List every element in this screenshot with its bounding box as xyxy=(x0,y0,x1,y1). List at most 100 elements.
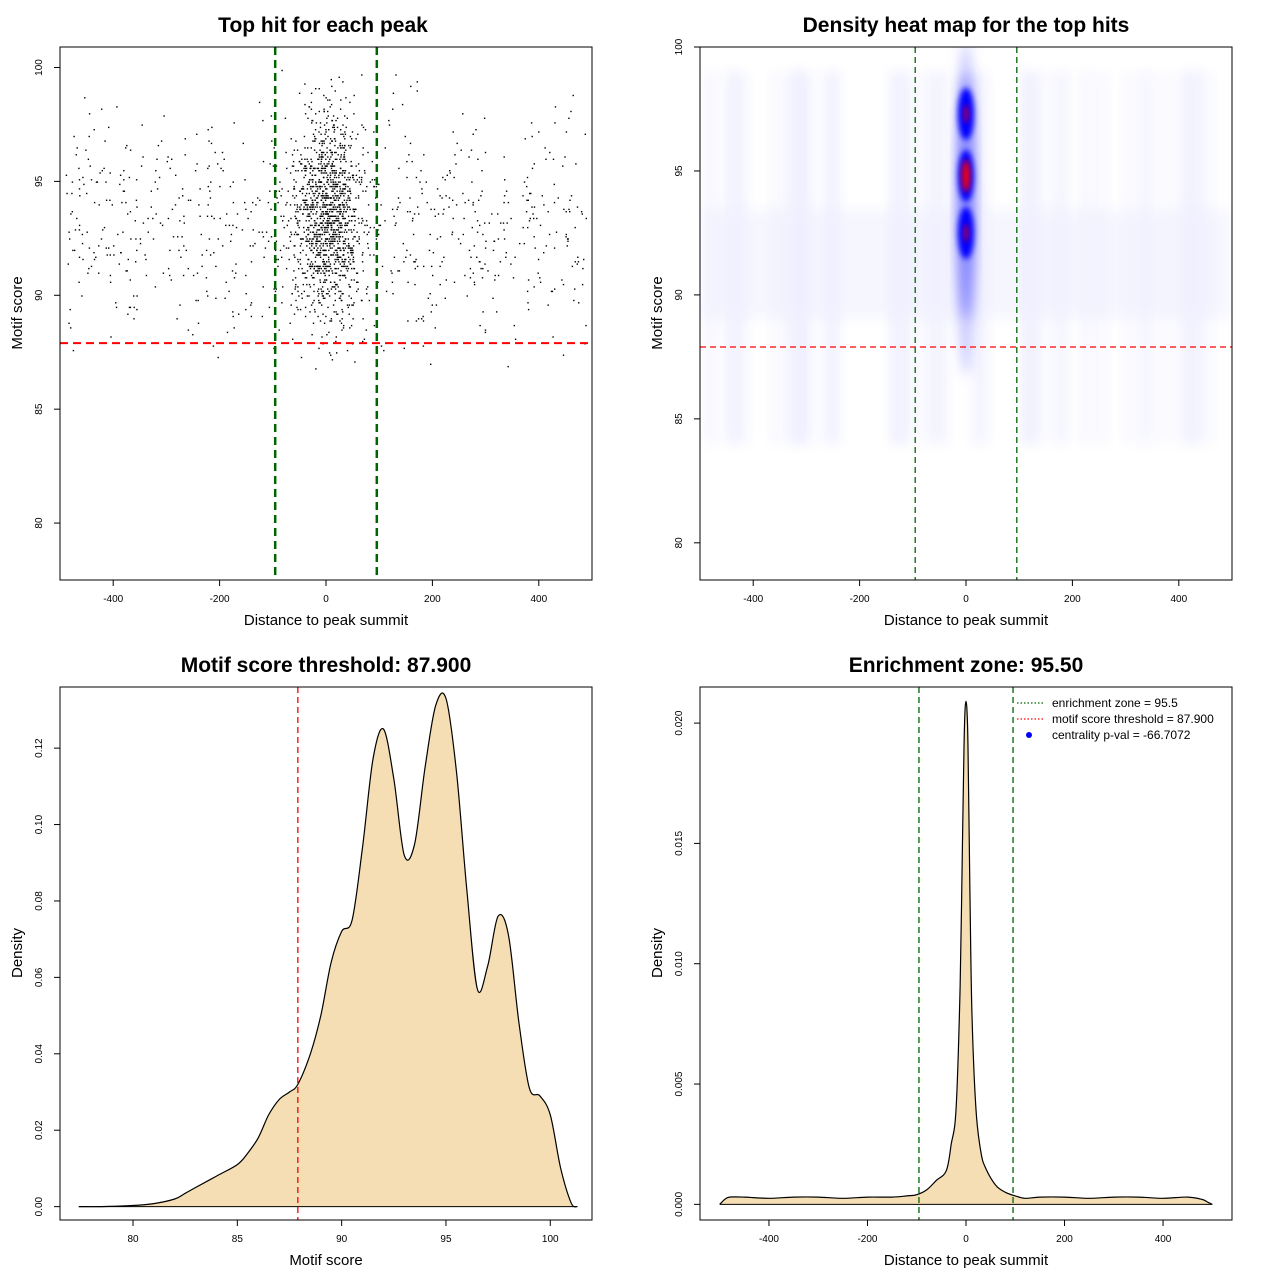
data-point xyxy=(526,199,528,201)
data-point xyxy=(123,170,125,172)
data-point xyxy=(409,142,412,145)
data-point xyxy=(288,258,290,261)
data-point xyxy=(342,261,345,263)
data-point xyxy=(89,165,91,167)
data-point xyxy=(287,247,290,249)
data-point xyxy=(420,170,422,172)
data-point xyxy=(347,238,349,240)
data-point xyxy=(349,286,352,288)
data-point xyxy=(361,176,363,179)
data-point xyxy=(88,135,90,138)
data-point xyxy=(371,179,373,181)
data-point xyxy=(273,147,275,149)
data-point xyxy=(295,283,297,286)
data-point xyxy=(324,154,326,156)
data-point xyxy=(322,190,324,192)
data-point xyxy=(254,242,256,245)
data-point xyxy=(503,195,506,197)
data-point xyxy=(326,176,328,179)
data-point xyxy=(331,272,334,274)
data-point xyxy=(306,245,308,247)
data-point xyxy=(338,238,340,240)
data-point xyxy=(353,113,355,115)
x-tick-label: 95 xyxy=(440,1234,452,1245)
data-point xyxy=(317,288,320,290)
data-point xyxy=(297,290,299,293)
data-point xyxy=(185,249,187,252)
data-point xyxy=(442,176,444,179)
data-point xyxy=(566,238,569,240)
data-point xyxy=(283,226,285,229)
data-point xyxy=(298,295,300,297)
y-tick-label: 0.020 xyxy=(674,710,685,735)
data-point xyxy=(307,117,309,119)
data-point xyxy=(213,217,215,220)
data-point xyxy=(352,174,355,176)
data-point xyxy=(281,302,283,304)
data-point xyxy=(522,226,524,229)
data-point xyxy=(337,195,339,197)
data-point xyxy=(313,208,315,211)
data-point xyxy=(356,272,359,274)
data-point xyxy=(347,190,349,192)
y-tick-label: 90 xyxy=(674,289,685,301)
data-point xyxy=(358,176,361,179)
data-point xyxy=(333,252,335,254)
data-point xyxy=(576,206,579,208)
data-point xyxy=(348,206,351,208)
data-point xyxy=(348,261,350,263)
data-point xyxy=(539,224,542,227)
data-point xyxy=(339,144,341,147)
data-point xyxy=(109,199,111,201)
data-point xyxy=(343,172,345,174)
data-point xyxy=(406,160,408,163)
data-point xyxy=(78,188,81,190)
data-point xyxy=(321,222,324,224)
data-point xyxy=(68,231,70,233)
data-point xyxy=(446,174,448,176)
x-axis: -400 -200 0 200 400 xyxy=(759,1220,1172,1245)
data-point xyxy=(300,154,302,156)
data-point xyxy=(310,211,312,213)
data-point xyxy=(293,233,296,236)
data-point xyxy=(533,217,535,220)
data-point xyxy=(428,249,431,252)
data-point xyxy=(327,197,330,199)
data-point xyxy=(296,206,299,208)
data-point xyxy=(335,220,337,222)
data-point xyxy=(557,197,559,199)
data-point xyxy=(332,165,334,167)
data-point xyxy=(331,154,333,156)
data-point xyxy=(215,265,217,268)
data-point xyxy=(336,352,338,354)
data-point xyxy=(408,154,410,156)
data-point xyxy=(337,258,339,261)
data-point xyxy=(241,229,244,231)
data-point xyxy=(497,238,500,240)
data-point xyxy=(350,160,352,163)
data-point xyxy=(139,242,142,245)
data-point xyxy=(295,195,298,197)
data-point xyxy=(297,233,300,236)
data-point xyxy=(277,201,279,204)
data-point xyxy=(313,247,315,249)
data-point xyxy=(331,236,334,238)
data-point xyxy=(317,185,319,188)
data-point xyxy=(584,133,586,135)
data-point xyxy=(346,349,349,352)
data-point xyxy=(133,295,135,297)
heatmap-panel: Density heat map for the top hits -400 -2… xyxy=(649,14,1233,629)
data-point xyxy=(187,199,190,201)
data-point xyxy=(350,252,352,254)
data-point xyxy=(568,208,570,211)
data-point xyxy=(570,195,573,197)
data-point xyxy=(353,261,355,263)
data-point xyxy=(261,231,264,233)
data-point xyxy=(333,240,336,242)
data-point xyxy=(347,215,350,217)
data-point xyxy=(322,156,324,158)
data-point xyxy=(325,238,328,240)
data-point xyxy=(565,233,567,236)
data-point xyxy=(309,179,311,181)
data-point xyxy=(378,183,380,186)
